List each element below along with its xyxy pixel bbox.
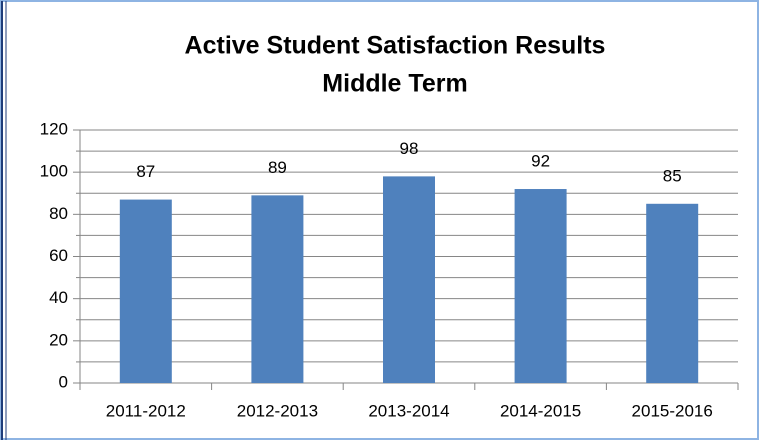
bar [251, 195, 304, 383]
data-label: 85 [663, 166, 682, 185]
data-label: 89 [268, 158, 287, 177]
x-tick-label: 2012-2013 [237, 401, 318, 420]
x-tick-label: 2014-2015 [500, 401, 581, 420]
data-label: 92 [531, 152, 550, 171]
y-tick-label: 20 [49, 330, 68, 349]
y-tick-label: 100 [40, 162, 68, 181]
bar [119, 199, 172, 383]
y-tick-label: 120 [40, 119, 68, 138]
x-tick-label: 2015-2016 [632, 401, 713, 420]
bar [383, 176, 435, 383]
y-tick-label: 0 [59, 372, 68, 391]
y-tick-label: 80 [49, 204, 68, 223]
chart-title: Middle Term [322, 70, 467, 98]
bar [646, 203, 699, 383]
data-label: 87 [136, 162, 155, 181]
y-tick-label: 40 [49, 288, 68, 307]
x-tick-label: 2011-2012 [106, 401, 186, 420]
chart-title: Active Student Satisfaction Results [185, 32, 606, 60]
y-tick-label: 60 [49, 246, 68, 265]
bar [514, 189, 567, 383]
data-label: 98 [400, 139, 419, 158]
x-tick-label: 2013-2014 [368, 401, 449, 420]
